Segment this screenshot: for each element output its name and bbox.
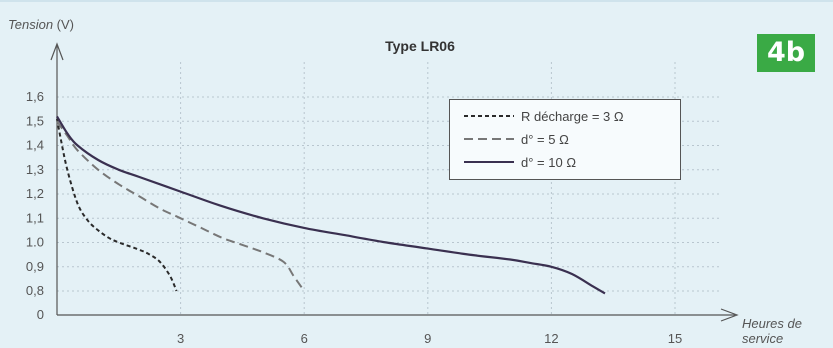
legend-swatch-dotted <box>464 115 514 117</box>
y-tick-label: 1,6 <box>26 89 44 104</box>
y-tick-label: 0,9 <box>26 259 44 274</box>
series-line-dotted <box>56 118 178 292</box>
figure-badge: 4b <box>757 34 815 72</box>
x-tick-label: 12 <box>544 331 558 346</box>
legend-item-10ohm: d° = 10 Ω <box>464 153 576 171</box>
chart-title: Type LR06 <box>385 38 455 54</box>
legend: R décharge = 3 Ω d° = 5 Ω d° = 10 Ω <box>449 99 681 180</box>
legend-item-3ohm: R décharge = 3 Ω <box>464 107 624 125</box>
y-axis-arrowhead <box>50 42 64 61</box>
y-tick-label: 1,1 <box>26 210 44 225</box>
legend-label: d° = 5 Ω <box>521 131 569 147</box>
legend-label: d° = 10 Ω <box>521 154 577 170</box>
series-line-dashed <box>56 120 306 292</box>
y-tick-label: 1.0 <box>26 235 44 250</box>
legend-item-5ohm: d° = 5 Ω <box>464 130 569 148</box>
y-tick-label: 0,8 <box>26 283 44 298</box>
legend-swatch-solid <box>464 161 514 163</box>
y-tick-label: 1,3 <box>26 162 44 177</box>
series-line-solid <box>56 115 606 295</box>
y-tick-label: 1,5 <box>26 113 44 128</box>
x-axis-arrowhead <box>720 308 739 322</box>
x-tick-label: 6 <box>301 331 308 346</box>
x-tick-label: 15 <box>668 331 682 346</box>
y-tick-label: 1,2 <box>26 186 44 201</box>
x-axis-label: Heures de service <box>742 316 802 346</box>
legend-swatch-dashed <box>464 138 514 140</box>
y-tick-label: 0 <box>37 307 44 322</box>
legend-label: R décharge = 3 Ω <box>521 108 624 124</box>
y-axis-label: Tension (V) <box>8 17 75 32</box>
x-tick-label: 9 <box>424 331 431 346</box>
x-tick-label: 3 <box>177 331 184 346</box>
y-tick-label: 1,4 <box>26 138 44 153</box>
